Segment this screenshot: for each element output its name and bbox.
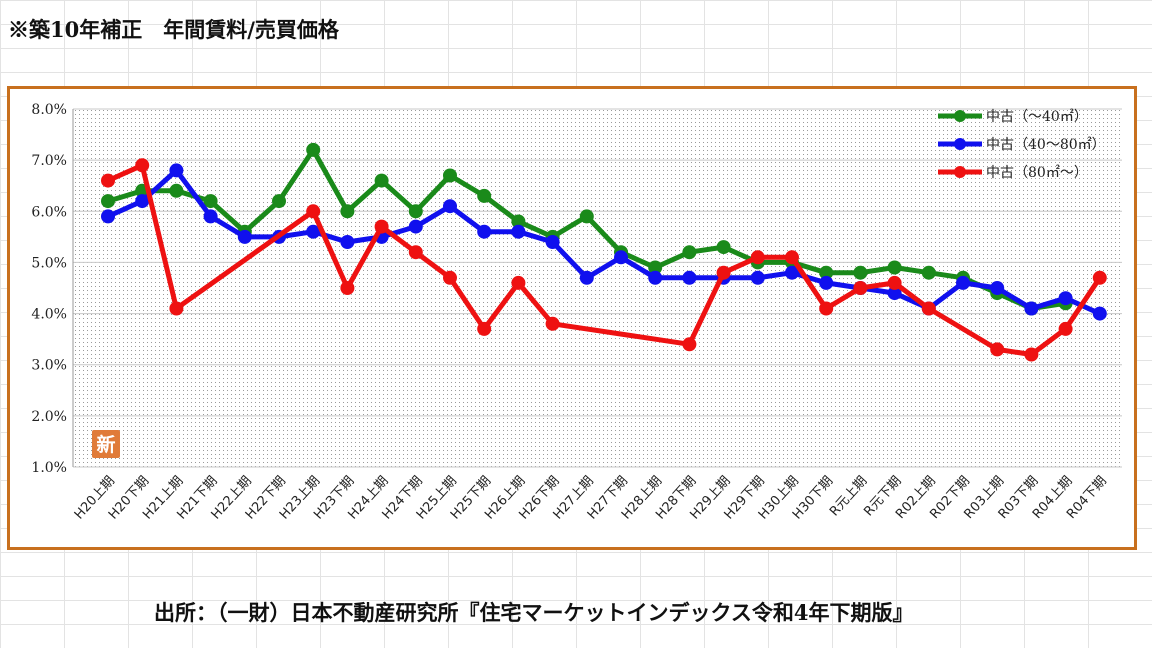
data-series <box>101 142 1107 362</box>
y-tick-label: 2.0% <box>31 409 67 425</box>
data-point <box>203 194 218 209</box>
data-point <box>374 219 389 234</box>
data-point <box>1058 321 1073 336</box>
data-point <box>306 142 321 157</box>
data-point <box>716 240 731 255</box>
data-point <box>887 286 902 301</box>
data-point <box>579 209 594 224</box>
data-point <box>682 337 697 352</box>
data-point <box>135 158 150 173</box>
data-point <box>887 275 902 290</box>
data-point <box>135 194 150 209</box>
legend-entry: 中古（～40㎡） <box>938 109 1088 125</box>
data-point <box>819 275 834 290</box>
page-title: ※築10年補正 年間賃料/売買価格 <box>8 17 339 42</box>
data-point <box>169 183 184 198</box>
data-point <box>887 260 902 275</box>
data-point <box>101 173 115 188</box>
legend: 中古（～40㎡） 中古（40～80㎡） 中古（80㎡～） <box>938 109 1106 181</box>
legend-swatch-marker <box>954 110 966 122</box>
data-point <box>340 235 355 249</box>
plot-area <box>73 109 1122 467</box>
data-point <box>1024 301 1039 316</box>
data-point <box>340 281 355 295</box>
data-point <box>1058 291 1073 306</box>
data-point <box>511 224 526 239</box>
source-note: 出所：（一財）日本不動産研究所『住宅マーケットインデックス令和4年下期版』 <box>154 600 914 625</box>
legend-swatch-marker <box>954 138 966 150</box>
line-chart: 1.0% 2.0% 3.0% 4.0% 5.0% 6.0% 7.0% 8.0% H20上期H2… <box>31 102 1122 523</box>
y-tick-label: 7.0% <box>31 153 67 169</box>
series-3 <box>101 158 1107 362</box>
legend-entry: 中古（40～80㎡） <box>938 137 1106 153</box>
data-point <box>716 265 731 280</box>
data-point <box>511 275 526 290</box>
y-tick-label: 8.0% <box>31 102 67 118</box>
legend-swatch-marker <box>954 166 966 178</box>
data-point <box>306 204 321 219</box>
data-point <box>921 301 936 316</box>
data-point <box>443 270 457 285</box>
data-point <box>477 188 492 203</box>
data-point <box>819 301 834 316</box>
y-axis-tick-labels: 1.0% 2.0% 3.0% 4.0% 5.0% 6.0% 7.0% 8.0% <box>31 102 67 476</box>
data-point <box>306 224 321 239</box>
data-point <box>443 199 457 214</box>
data-point <box>511 214 526 229</box>
data-point <box>990 281 1005 295</box>
y-tick-label: 1.0% <box>31 460 67 476</box>
legend-label: 中古（80㎡～） <box>986 165 1088 181</box>
data-point <box>1092 270 1107 285</box>
data-point <box>750 250 765 265</box>
data-point <box>169 163 184 178</box>
data-point <box>614 250 628 265</box>
data-point <box>477 224 492 239</box>
data-point <box>101 194 115 209</box>
data-point <box>682 270 697 285</box>
data-point <box>1092 306 1107 321</box>
data-point <box>545 316 560 331</box>
data-point <box>408 245 423 260</box>
new-badge: 新 <box>92 430 120 458</box>
data-point <box>545 235 560 249</box>
data-point <box>203 209 218 224</box>
data-point <box>853 265 868 280</box>
data-point <box>921 265 936 280</box>
gridlines <box>72 108 1122 468</box>
y-tick-label: 3.0% <box>31 358 67 374</box>
x-axis-tick-labels: H20上期H20下期H21上期H21下期H22上期H22下期H23上期H23下期… <box>72 474 1110 523</box>
data-point <box>648 270 663 285</box>
legend-label: 中古（40～80㎡） <box>986 137 1106 153</box>
data-point <box>169 301 184 316</box>
data-point <box>648 260 663 275</box>
data-point <box>579 270 594 285</box>
data-point <box>272 194 286 209</box>
y-tick-label: 5.0% <box>31 255 67 271</box>
y-tick-label: 4.0% <box>31 307 67 323</box>
y-tick-label: 6.0% <box>31 204 67 220</box>
data-point <box>1024 347 1039 362</box>
data-point <box>785 250 799 265</box>
chart-frame: 1.0% 2.0% 3.0% 4.0% 5.0% 6.0% 7.0% 8.0% H20上期 H2… <box>7 86 1137 550</box>
data-point <box>990 342 1005 357</box>
data-point <box>443 168 457 183</box>
legend-label: 中古（～40㎡） <box>986 109 1088 125</box>
data-point <box>682 245 697 260</box>
data-point <box>956 275 970 290</box>
data-point <box>374 173 389 188</box>
data-point <box>853 281 868 295</box>
data-point <box>237 229 252 244</box>
new-badge-background <box>92 430 120 458</box>
data-point <box>477 321 492 336</box>
data-point <box>408 204 423 219</box>
legend-entry: 中古（80㎡～） <box>938 165 1088 181</box>
data-point <box>819 265 834 280</box>
new-badge-label: 新 <box>96 433 115 456</box>
data-point <box>750 270 765 285</box>
data-point <box>785 265 799 280</box>
data-point <box>408 219 423 234</box>
data-point <box>101 209 115 224</box>
data-point <box>340 204 355 219</box>
